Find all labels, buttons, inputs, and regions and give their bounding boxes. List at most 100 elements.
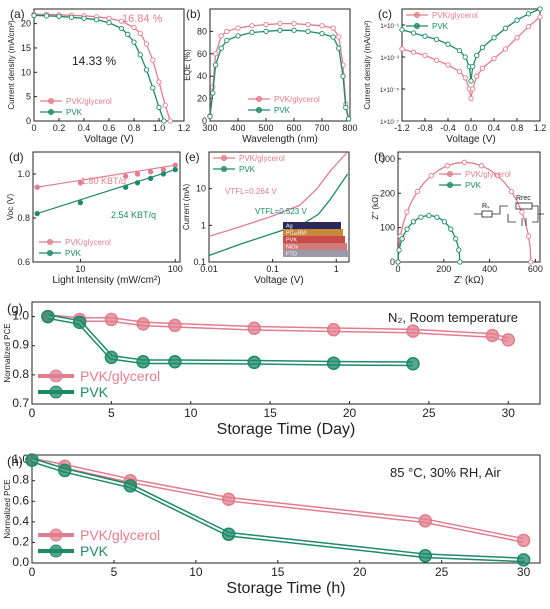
data-point-f-1-0 — [395, 259, 401, 265]
panel-b-xlabel: Wavelength (nm) — [242, 134, 318, 145]
data-point-a-1-0 — [31, 12, 37, 18]
data-point-c-1-9 — [470, 63, 476, 70]
legend-g-marker-1 — [49, 385, 63, 399]
panel-e-label: (e) — [185, 150, 200, 164]
data-point-d-0-5 — [160, 166, 167, 173]
annotation-a-1: 14.33 % — [72, 54, 116, 68]
legend-c-label-0: PVK/glycerol — [432, 11, 478, 20]
data-point-b-0-9 — [291, 20, 297, 27]
panel-a-xtick-label: 0.8 — [128, 123, 141, 133]
panel-e-xtick-label: 1 — [334, 264, 339, 274]
data-point-g-0-5 — [247, 321, 261, 335]
data-point-c-0-13 — [502, 46, 509, 52]
panel-b-xtick-label: 500 — [258, 123, 273, 133]
data-point-c-0-4 — [445, 62, 451, 68]
data-point-c-0-9 — [470, 86, 476, 92]
data-point-a-0-7 — [118, 18, 125, 24]
panel-a-xtick-label: 0 — [31, 123, 36, 133]
panel-f-ytick-label: 300 — [380, 154, 395, 164]
data-point-a-1-3 — [68, 14, 75, 20]
data-point-a-1-10 — [137, 52, 143, 58]
annotation-a-0: 16.84 % — [122, 13, 163, 25]
panel-c-xtick-label: -0.8 — [417, 123, 433, 133]
legend-h-label-0: PVK/glycerol — [80, 527, 160, 543]
panel-f-xtick-label: 400 — [482, 264, 497, 274]
data-point-c-1-1 — [410, 30, 417, 36]
panel-b-ytick-label: 80 — [197, 26, 207, 36]
layer-block-0 — [283, 222, 341, 229]
panel-a-label: (a) — [10, 7, 25, 21]
data-point-d-1-5 — [160, 171, 167, 177]
data-point-b-0-6 — [249, 23, 255, 29]
panel-a-ytick-label: 15 — [21, 43, 31, 53]
data-point-d-1-6 — [172, 166, 178, 173]
legend-a-label-1: PVK — [66, 108, 83, 117]
data-point-d-0-0 — [34, 184, 40, 190]
legend-c-marker-1 — [414, 23, 420, 29]
data-point-a-1-12 — [150, 85, 156, 91]
data-point-b-1-6 — [249, 29, 255, 36]
data-point-g-1-1 — [72, 315, 87, 330]
circuit-resistor-rrec — [515, 202, 533, 210]
legend-b-label-1: PVK — [274, 106, 291, 115]
panel-h-ytick-label: 0.6 — [12, 493, 29, 507]
data-point-g-0-7 — [406, 324, 420, 338]
data-point-c-1-3 — [433, 36, 440, 43]
data-point-b-1-0 — [207, 113, 213, 120]
panel-g-xlabel: Storage Time (Day) — [217, 421, 356, 438]
data-point-a-1-7 — [118, 25, 125, 32]
panel-e-xlabel: Voltage (V) — [254, 275, 303, 286]
layer-block-2 — [283, 236, 345, 243]
panel-b-frame — [209, 8, 351, 122]
panel-f-xtick-label: 0 — [395, 264, 400, 274]
circuit-wires — [474, 205, 544, 223]
panel-h-ylabel: Normalized PCE — [3, 479, 12, 538]
panel-h-ytick-label: 0.2 — [12, 534, 29, 548]
legend-d-label-1: PVK — [65, 249, 82, 258]
panel-c-ytick-label: 1×10⁻¹ — [380, 24, 399, 30]
panel-c-ylabel: Current density (mA/cm²) — [363, 20, 372, 110]
data-point-a-0-12 — [156, 79, 162, 85]
data-point-f-1-16 — [441, 219, 448, 225]
panel-a-ylabel: Current density (mA/cm²) — [7, 20, 16, 110]
data-point-h-1-0 — [25, 453, 39, 467]
data-point-a-0-14 — [167, 118, 173, 124]
panel-e-frame — [208, 151, 350, 263]
data-point-h-0-5 — [516, 533, 531, 548]
panel-a-xtick-label: 0.2 — [53, 123, 66, 133]
panel-b-xtick-label: 800 — [342, 123, 357, 133]
annotation-g-0: N₂, Room temperature — [388, 310, 518, 325]
data-point-c-0-15 — [525, 23, 532, 30]
legend-b-marker-1 — [256, 107, 262, 113]
panel-g-ytick-label: 0.8 — [12, 367, 29, 381]
annotation-e-1: VTFL=0.523 V — [255, 207, 307, 216]
data-point-f-1-10 — [418, 214, 424, 220]
data-point-f-1-24 — [457, 259, 463, 265]
data-point-b-1-15 — [343, 104, 349, 111]
series-e-0-line — [208, 151, 348, 238]
legend-h-marker-0 — [49, 528, 63, 542]
legend-a-marker-1 — [48, 109, 54, 115]
data-point-g-0-2 — [104, 312, 119, 327]
data-point-g-0-8 — [485, 328, 500, 343]
data-point-c-0-5 — [456, 68, 463, 75]
legend-a-marker-0 — [48, 98, 54, 104]
series-f-1-line — [397, 214, 461, 263]
legend-g-label-1: PVK — [80, 384, 109, 400]
series-d-0-fit — [37, 164, 176, 188]
data-point-g-1-5 — [247, 355, 261, 370]
data-point-b-0-3 — [218, 33, 224, 39]
data-point-g-1-6 — [326, 356, 341, 370]
data-point-f-1-14 — [434, 214, 440, 220]
panel-f-ytick-label: 200 — [380, 188, 395, 198]
data-point-c-0-6 — [462, 75, 468, 81]
data-point-b-1-16 — [345, 116, 352, 122]
legend-h-marker-1 — [49, 544, 63, 558]
data-point-c-0-12 — [491, 55, 497, 62]
layer-block-1 — [283, 229, 343, 236]
circuit-label-rs: Rₛ — [482, 203, 490, 210]
data-point-d-1-2 — [123, 184, 129, 190]
data-point-f-0-10 — [444, 163, 450, 169]
layer-block-4 — [283, 250, 349, 257]
layer-block-3 — [283, 243, 347, 250]
